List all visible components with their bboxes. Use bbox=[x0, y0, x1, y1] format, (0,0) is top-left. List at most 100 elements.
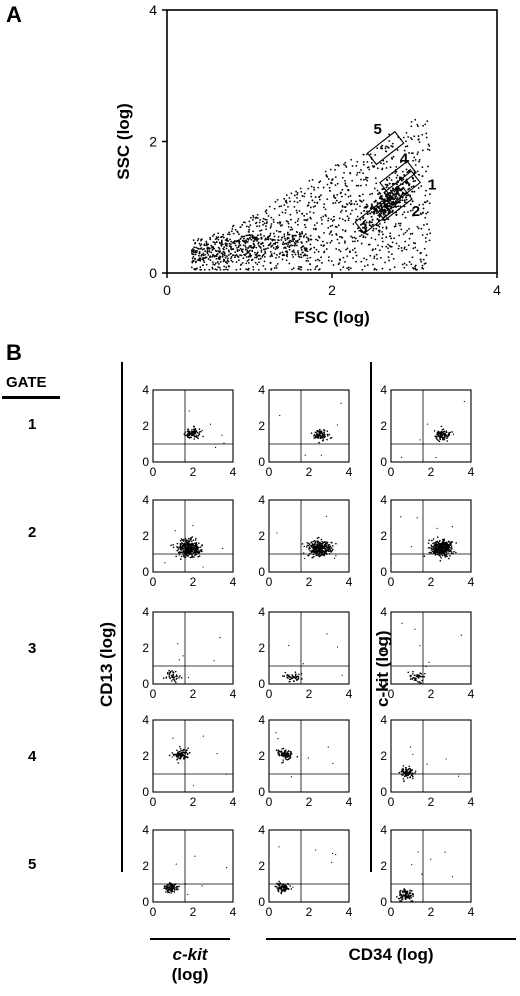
mini-scatter-point bbox=[410, 900, 413, 902]
scatter-point bbox=[393, 237, 396, 240]
scatter-point bbox=[233, 256, 236, 259]
scatter-point bbox=[301, 251, 304, 254]
mini-scatter-point bbox=[313, 550, 316, 553]
mini-scatter-point bbox=[407, 671, 410, 674]
mini-ytick-label: 0 bbox=[380, 895, 387, 909]
scatter-point bbox=[403, 211, 406, 214]
mini-scatter-point bbox=[198, 546, 200, 549]
scatter-point bbox=[287, 241, 289, 244]
mini-plot-frame bbox=[390, 499, 472, 573]
ckit-xlabel-line1: c-kit bbox=[172, 945, 208, 964]
mini-scatter-point bbox=[400, 773, 403, 776]
scatter-point bbox=[370, 203, 373, 205]
mini-scatter-point bbox=[306, 544, 309, 547]
scatter-point bbox=[426, 148, 429, 151]
scatter-point bbox=[304, 253, 306, 256]
scatter-point bbox=[378, 225, 381, 228]
scatter-point bbox=[201, 238, 203, 241]
scatter-point bbox=[331, 220, 334, 222]
scatter-point bbox=[309, 248, 311, 251]
scatter-point bbox=[216, 268, 218, 271]
mini-scatter-point bbox=[201, 550, 203, 553]
mini-scatter-point bbox=[318, 554, 320, 556]
scatter-point bbox=[416, 249, 419, 252]
scatter-point bbox=[365, 176, 367, 179]
scatter-point bbox=[400, 179, 403, 182]
scatter-point bbox=[327, 217, 330, 220]
scatter-point bbox=[287, 237, 290, 240]
mini-scatter-point bbox=[412, 772, 414, 774]
mini-scatter-point bbox=[185, 751, 188, 754]
scatter-point bbox=[295, 190, 297, 193]
mini-scatter-point bbox=[290, 677, 293, 679]
mini-scatter-point bbox=[315, 849, 317, 851]
scatter-point bbox=[344, 206, 347, 208]
mini-ytick-label: 0 bbox=[258, 565, 265, 579]
mini-xtick-label: 2 bbox=[306, 465, 313, 479]
scatter-point bbox=[359, 235, 361, 238]
scatter-point bbox=[203, 268, 206, 271]
mini-scatter-point bbox=[198, 428, 201, 430]
scatter-point bbox=[269, 226, 272, 229]
scatter-point bbox=[315, 266, 317, 268]
scatter-point bbox=[407, 136, 410, 138]
scatter-point bbox=[273, 235, 276, 238]
scatter-point bbox=[426, 233, 429, 236]
scatter-point bbox=[269, 250, 272, 253]
mini-scatter-point bbox=[179, 558, 182, 561]
mini-ytick-label: 0 bbox=[380, 785, 387, 799]
mini-scatter-point bbox=[447, 552, 449, 554]
scatter-point bbox=[345, 248, 347, 251]
mini-scatter-point bbox=[329, 548, 331, 551]
mini-scatter-point bbox=[315, 432, 318, 434]
mini-scatter-point bbox=[403, 888, 405, 891]
mini-scatter-point bbox=[440, 425, 443, 428]
scatter-point bbox=[318, 198, 321, 201]
scatter-point bbox=[372, 227, 375, 230]
mini-xtick-label: 0 bbox=[266, 905, 273, 919]
scatter-point bbox=[370, 211, 373, 214]
scatter-point bbox=[405, 131, 408, 134]
mini-scatter-point bbox=[172, 887, 175, 889]
scatter-point bbox=[405, 168, 408, 171]
mini-scatter-point bbox=[170, 544, 172, 547]
mini-scatter-point bbox=[403, 780, 405, 782]
mini-scatter-point bbox=[435, 544, 438, 546]
mini-scatter-point bbox=[444, 556, 447, 558]
mini-xtick-label: 4 bbox=[346, 905, 353, 919]
mini-scatter-point bbox=[439, 550, 442, 553]
scatter-point bbox=[356, 215, 359, 218]
scatter-point bbox=[424, 262, 427, 265]
scatter-point bbox=[384, 147, 387, 150]
mini-scatter-point bbox=[289, 750, 292, 753]
scatter-point bbox=[256, 237, 258, 239]
mini-scatter-point bbox=[415, 675, 418, 678]
scatter-point bbox=[360, 178, 362, 181]
mini-ytick-label: 2 bbox=[380, 641, 387, 655]
mini-scatter-point bbox=[168, 669, 170, 672]
scatter-point bbox=[366, 179, 369, 182]
mini-scatter-point bbox=[192, 430, 194, 433]
scatter-point bbox=[251, 246, 253, 249]
scatter-point bbox=[366, 264, 369, 266]
mini-scatter-point bbox=[173, 884, 176, 886]
mini-scatter-point bbox=[278, 846, 280, 848]
scatter-point bbox=[314, 268, 317, 271]
scatter-point bbox=[390, 207, 393, 210]
scatter-point bbox=[385, 167, 388, 169]
scatter-point bbox=[396, 201, 399, 204]
mini-scatter-point bbox=[402, 891, 404, 894]
scatter-point bbox=[242, 244, 245, 247]
mini-scatter-point bbox=[417, 676, 420, 679]
mini-scatter-point bbox=[197, 542, 200, 544]
mini-scatter-point bbox=[416, 517, 418, 519]
scatter-point bbox=[333, 194, 335, 197]
mini-scatter-point bbox=[412, 670, 414, 673]
scatter-point bbox=[212, 263, 215, 266]
mini-scatter-point bbox=[177, 762, 180, 764]
scatter-point bbox=[294, 242, 297, 245]
scatter-point bbox=[391, 241, 394, 244]
mini-xtick-label: 2 bbox=[428, 575, 435, 589]
mini-scatter-point bbox=[452, 433, 455, 435]
scatter-point bbox=[281, 243, 284, 246]
